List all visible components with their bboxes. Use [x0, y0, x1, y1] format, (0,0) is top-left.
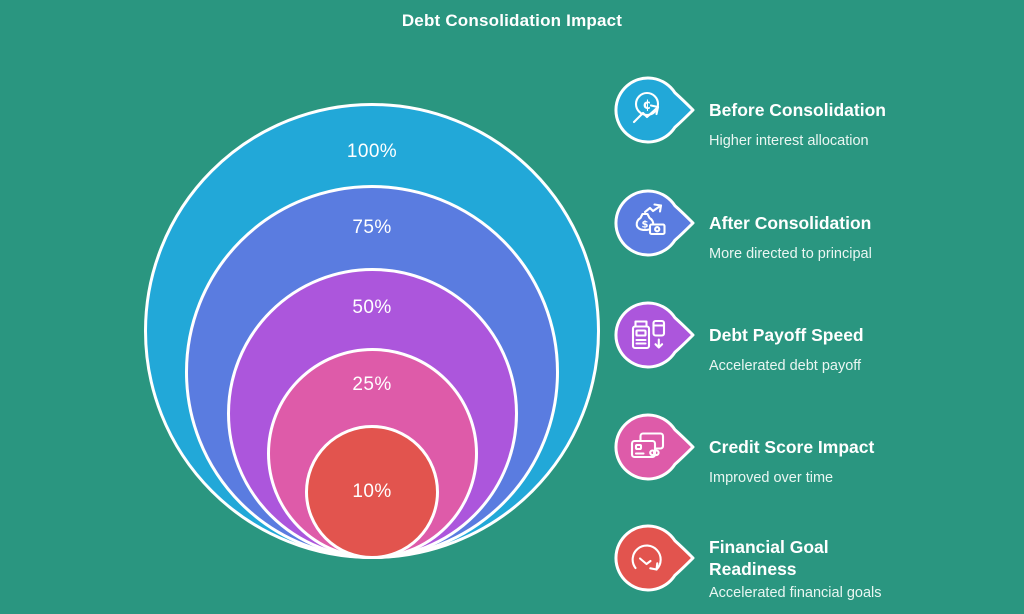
legend-item-before-consolidation: ¢ Before Consolidation Higher interest a… [612, 73, 886, 150]
legend-item-financial-goal-readiness: Financial Goal Readiness Accelerated fin… [612, 521, 895, 602]
legend-badge [614, 413, 695, 481]
page-title: Debt Consolidation Impact [401, 11, 623, 30]
legend-item-debt-payoff-speed: Debt Payoff Speed Accelerated debt payof… [612, 298, 864, 375]
legend-item-after-consolidation: $ After Consolidation More directed to p… [612, 186, 872, 263]
money-bag-growth-icon: $ [635, 203, 666, 236]
circle-value-label: 25% [352, 374, 392, 395]
legend-subtitle: Accelerated debt payoff [709, 358, 862, 374]
legend-title: Financial Goal Readiness [709, 537, 829, 579]
legend-text: Credit Score Impact Improved over time [709, 410, 874, 487]
legend-subtitle: Improved over time [709, 470, 834, 486]
legend-item-credit-score-impact: Credit Score Impact Improved over time [612, 410, 874, 487]
legend-text: After Consolidation More directed to pri… [709, 186, 872, 263]
svg-text:$: $ [642, 220, 649, 231]
legend-text: Before Consolidation Higher interest all… [709, 73, 886, 150]
legend-title: After Consolidation [709, 213, 872, 233]
legend-text: Financial Goal Readiness Accelerated fin… [709, 521, 895, 602]
legend-badge: $ [614, 189, 695, 257]
payment-terminal-card-icon [631, 319, 666, 350]
legend-title: Debt Payoff Speed [709, 325, 864, 345]
gauge-progress-icon [631, 544, 662, 571]
legend-subtitle: Accelerated financial goals [709, 585, 882, 601]
legend-subtitle: Higher interest allocation [709, 133, 869, 149]
legend-text: Debt Payoff Speed Accelerated debt payof… [709, 298, 864, 375]
legend-title: Credit Score Impact [709, 437, 875, 457]
legend-badge [614, 301, 695, 369]
legend-badge [614, 524, 695, 592]
circle-value-label: 100% [346, 141, 398, 162]
svg-text:¢: ¢ [642, 98, 651, 113]
credit-cards-icon [630, 432, 665, 459]
coin-interest-rising-arrow-icon: ¢ [632, 91, 660, 124]
legend-subtitle: More directed to principal [709, 246, 872, 262]
circle-10-percent [305, 425, 439, 559]
circle-value-label: 50% [352, 297, 392, 318]
legend-title: Before Consolidation [709, 100, 886, 120]
legend-badge: ¢ [614, 76, 695, 144]
circle-value-label: 10% [352, 481, 392, 502]
circle-value-label: 75% [352, 217, 392, 238]
